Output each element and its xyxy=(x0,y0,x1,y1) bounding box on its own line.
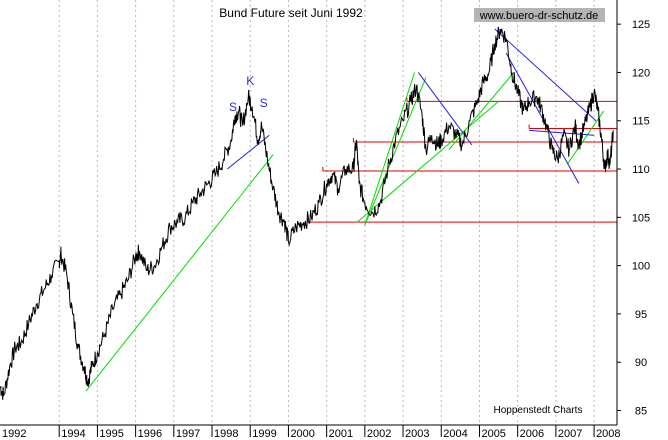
trend-line xyxy=(566,110,605,165)
source-credit: Hoppenstedt Charts xyxy=(494,405,583,416)
y-tick-label: 100 xyxy=(632,261,650,273)
trend-line xyxy=(364,77,427,226)
x-tick-label: 2006 xyxy=(520,428,544,440)
x-tick-label: 2002 xyxy=(367,428,391,440)
trend-line xyxy=(227,134,270,170)
grid-layer xyxy=(58,0,595,425)
watermark: www.buero-dr-schutz.de xyxy=(479,10,599,22)
x-tick-label: 1996 xyxy=(138,428,162,440)
pattern-annotations: SKS xyxy=(229,74,268,114)
y-tick-label: 115 xyxy=(632,116,650,128)
trend-line xyxy=(529,129,595,136)
trend-lines xyxy=(85,28,605,392)
x-tick-label: 1998 xyxy=(214,428,238,440)
y-tick-label: 85 xyxy=(635,406,647,418)
x-tick-label: 2004 xyxy=(443,428,467,440)
y-tick-label: 105 xyxy=(632,212,650,224)
pattern-label: S xyxy=(260,96,268,110)
x-tick-label: 2005 xyxy=(481,428,505,440)
trend-line xyxy=(364,72,415,226)
x-tick-label: 1992 xyxy=(2,428,26,440)
x-tick-label: 2008 xyxy=(596,428,620,440)
y-tick-label: 90 xyxy=(635,357,647,369)
trend-line xyxy=(448,72,515,151)
x-tick-label: 1994 xyxy=(61,428,85,440)
y-tick-label: 95 xyxy=(635,309,647,321)
x-axis-ticks: 1992 1994 1995 1996 1997 1998 1999 2000 2001 2002… xyxy=(2,425,621,440)
pattern-label: S xyxy=(229,100,237,114)
chart-title: Bund Future seit Juni 1992 xyxy=(219,6,363,20)
y-axis-ticks: 85 90 95 100 105 110 115 120 125 xyxy=(617,19,650,418)
x-tick-label: 2007 xyxy=(558,428,582,440)
x-tick-label: 2003 xyxy=(405,428,429,440)
y-tick-label: 125 xyxy=(632,19,650,31)
x-tick-label: 2001 xyxy=(329,428,353,440)
x-tick-label: 1995 xyxy=(99,428,123,440)
trend-line xyxy=(85,154,274,392)
price-series-line xyxy=(0,26,614,400)
y-tick-label: 110 xyxy=(632,164,650,176)
y-tick-label: 120 xyxy=(632,67,650,79)
watermark-box xyxy=(474,8,605,22)
x-tick-label: 1997 xyxy=(176,428,200,440)
pattern-label: K xyxy=(246,74,254,88)
x-tick-label: 2000 xyxy=(290,428,314,440)
x-tick-label: 1999 xyxy=(252,428,276,440)
trend-line xyxy=(494,28,597,122)
trend-line xyxy=(417,72,473,146)
